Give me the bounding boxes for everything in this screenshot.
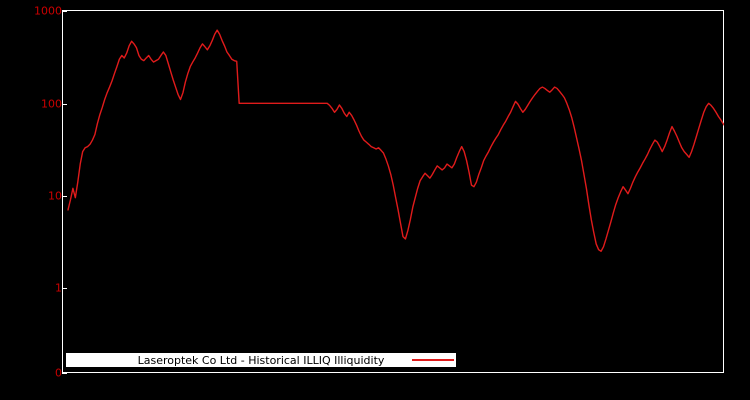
y-tick-mark-100: [62, 104, 67, 105]
legend-line: [412, 359, 454, 361]
y-tick-mark-1000: [62, 11, 67, 12]
y-tick-mark-0: [62, 373, 67, 374]
y-tick-label-1000: 1000: [34, 4, 62, 18]
legend: Laseroptek Co Ltd - Historical ILLIQ Ill…: [66, 353, 456, 367]
y-tick-label-10: 10: [48, 189, 62, 203]
series-plot: [67, 29, 724, 252]
y-tick-mark-10: [62, 196, 67, 197]
plot-area-border: [62, 10, 724, 373]
legend-line-swatch: [410, 353, 456, 367]
y-tick-label-0: 0: [55, 366, 62, 380]
y-tick-label-1: 1: [55, 281, 62, 295]
y-axis-labels: 1000 100 10 1 0: [0, 0, 62, 400]
legend-label: Laseroptek Co Ltd - Historical ILLIQ Ill…: [137, 353, 385, 367]
series-line-illiq: [67, 29, 724, 252]
y-tick-mark-1: [62, 288, 67, 289]
y-tick-label-100: 100: [41, 97, 62, 111]
y-axis-tick-marks: [62, 0, 70, 400]
